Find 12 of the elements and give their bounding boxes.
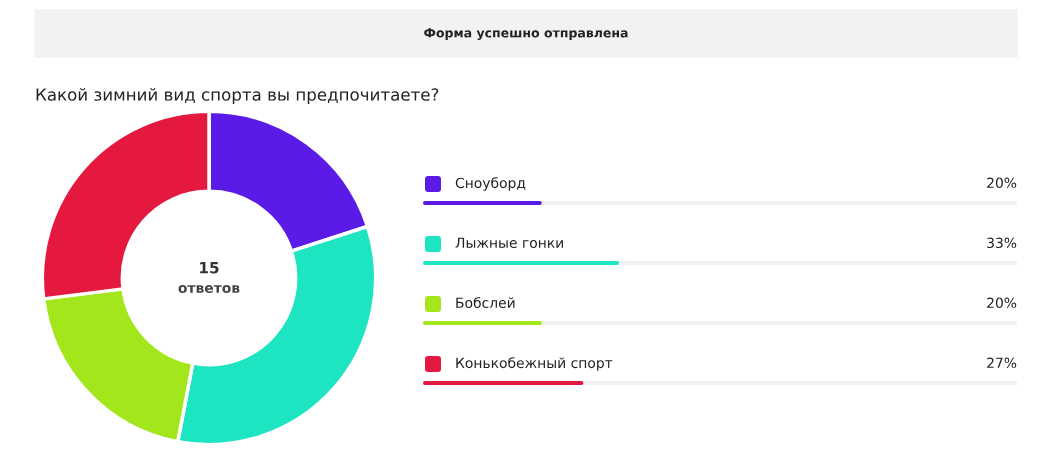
text: ответов — [178, 285, 240, 294]
legend-label: Лыжные гонки — [455, 237, 563, 249]
legend-label: Бобслей — [456, 297, 515, 309]
text: Форма успешно отправлена — [424, 28, 628, 41]
data-label: 20% — [987, 297, 1017, 309]
legend-label: Сноуборд — [455, 177, 526, 191]
data-label: 33% — [987, 237, 1017, 249]
data-label: 20% — [987, 177, 1017, 189]
text: 15 — [200, 262, 219, 274]
legend-label: Конькобежный спорт — [456, 357, 613, 371]
data-label: 27% — [987, 357, 1017, 369]
chart-title: Какой зимний вид спорта вы предпочитаете? — [36, 88, 439, 105]
